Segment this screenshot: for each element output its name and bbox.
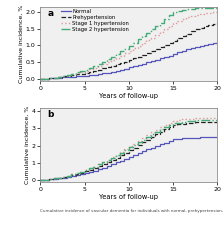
Y-axis label: Cumulative incidence, %: Cumulative incidence, %: [24, 106, 29, 184]
Text: Cumulative incidence of vascular dementia for individuals with normal, prehypert: Cumulative incidence of vascular dementi…: [40, 209, 224, 213]
X-axis label: Years of follow-up: Years of follow-up: [99, 93, 158, 99]
Legend: Normal, Prehypertension, Stage 1 hypertension, Stage 2 hypertension: Normal, Prehypertension, Stage 1 hyperte…: [61, 9, 130, 33]
Text: b: b: [47, 110, 54, 119]
Text: a: a: [47, 9, 54, 18]
X-axis label: Years of follow-up: Years of follow-up: [99, 194, 158, 200]
Y-axis label: Cumulative incidence, %: Cumulative incidence, %: [19, 5, 24, 83]
